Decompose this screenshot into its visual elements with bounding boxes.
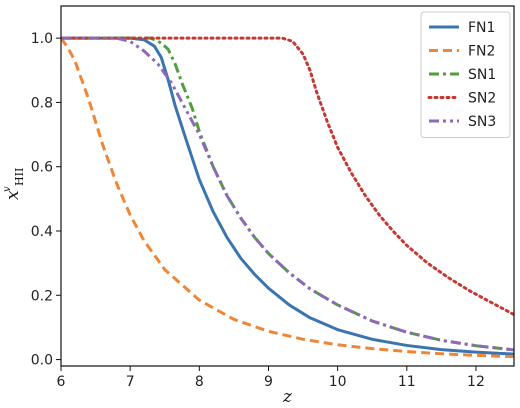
- y-tick-label: 0.6: [31, 160, 53, 176]
- series-line-fn2: [61, 37, 514, 359]
- legend-label-fn1: FN1: [468, 20, 495, 36]
- y-tick-label: 0.8: [31, 95, 53, 111]
- series-line-sn2: [61, 36, 514, 317]
- legend-box: [420, 11, 511, 138]
- x-tick-label: 11: [398, 374, 416, 390]
- y-axis-label: x v HII: [0, 168, 26, 200]
- x-tick-label: 10: [329, 374, 347, 390]
- y-tick-label: 0.0: [31, 353, 53, 369]
- legend-label-sn3: SN3: [468, 114, 496, 130]
- y-axis-label-superscript: v: [2, 186, 13, 192]
- x-tick-label: 12: [467, 374, 485, 390]
- y-axis-label-base: x: [3, 190, 23, 200]
- legend-label-sn1: SN1: [468, 67, 496, 83]
- legend-label-sn2: SN2: [468, 91, 496, 107]
- x-tick-label: 6: [57, 374, 66, 390]
- series-line-sn3: [61, 36, 514, 352]
- plot-frame: [60, 5, 515, 367]
- x-tick-label: 9: [264, 374, 273, 390]
- x-tick-label: 8: [195, 374, 204, 390]
- y-axis-label-subscript: HII: [13, 168, 26, 186]
- svg-text:x v HII: x v HII: [0, 168, 26, 200]
- y-tick-label: 0.4: [31, 224, 53, 240]
- legend: FN1 FN2 SN1 SN2 SN3: [420, 11, 511, 138]
- series-layer: [61, 36, 514, 359]
- legend-label-fn2: FN2: [468, 44, 495, 60]
- y-tick-label: 0.2: [31, 288, 53, 304]
- series-line-fn1: [61, 36, 514, 356]
- ticks-layer: 6 7 8 9 10 11 12 0.0 0.2 0.4 0.6 0.8 1.0: [31, 31, 485, 390]
- x-tick-label: 7: [126, 374, 135, 390]
- x-axis-label: z: [282, 387, 293, 407]
- y-tick-label: 1.0: [31, 31, 53, 47]
